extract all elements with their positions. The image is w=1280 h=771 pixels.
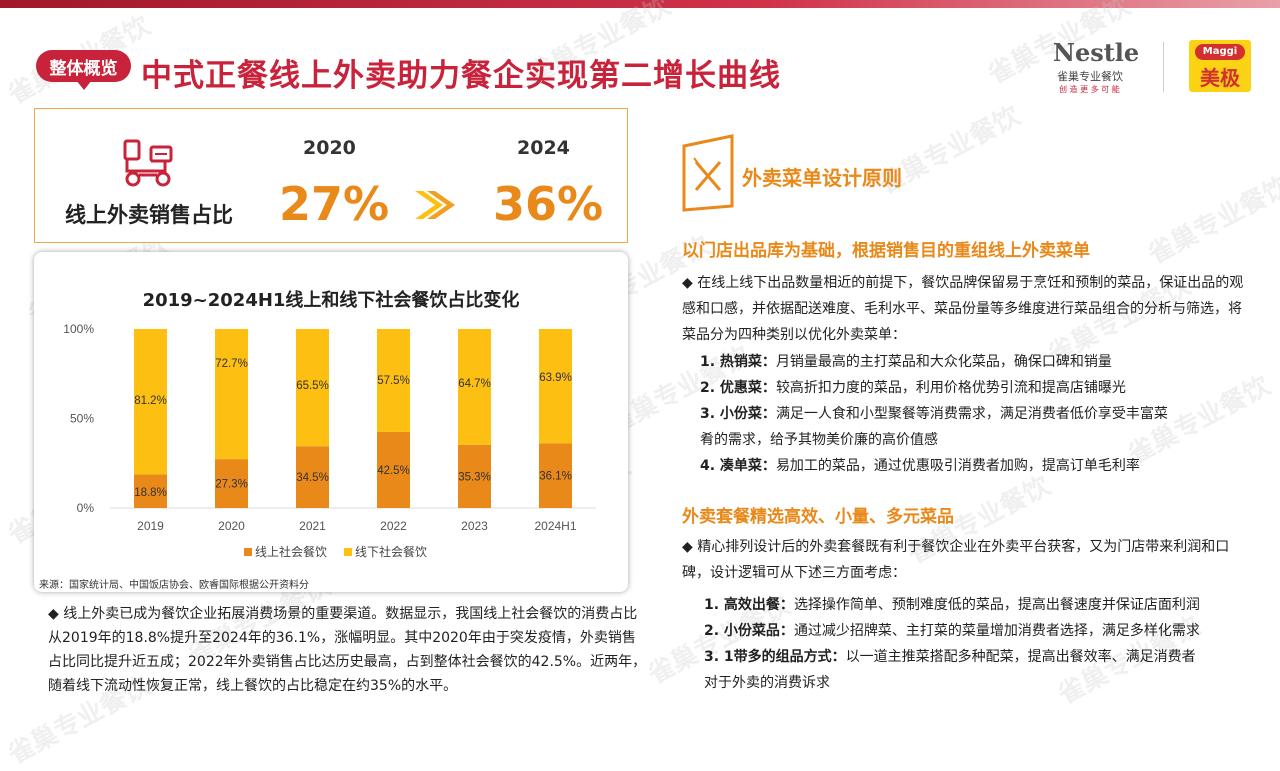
block1-item-1-num: 1. 热销菜： [700, 354, 776, 370]
block1-item-4: 4. 凑单菜：易加工的菜品，通过优惠吸引消费者加购，提高订单毛利率 [700, 453, 1140, 479]
block1-item-3-cont: 肴的需求，给予其物美价廉的高价值感 [700, 427, 938, 453]
block2-item-1-num: 1. 高效出餐： [704, 597, 794, 613]
block2-item-2-text: 通过减少招牌菜、主打菜的菜量增加消费者选择，满足多样化需求 [793, 623, 1200, 639]
x-tick-label: 2020 [218, 519, 245, 533]
left-summary-paragraph: ◆ 线上外卖已成为餐饮企业拓展消费场景的重要渠道。数据显示，我国线上社会餐饮的消… [48, 606, 647, 694]
stacked-bar-chart: 0% 50% 100% 18.8% 81.2% 2019 27.3% 72.7% 2020 34.… [63, 322, 596, 559]
block2-heading: 外卖套餐精选高效、小量、多元菜品 [682, 507, 954, 527]
block2-item-1: 1. 高效出餐：选择操作简单、预制难度低的菜品，提高出餐速度并保证店面利润 [704, 592, 1200, 618]
delivery-scooter-icon [123, 139, 173, 187]
x-tick-label: 2024H1 [534, 519, 576, 533]
logo-divider [1163, 42, 1164, 92]
online-share-stat-box: 线上外卖销售占比 2020 27% 2024 36% [34, 108, 628, 243]
x-tick-label: 2019 [137, 519, 164, 533]
y-tick-label: 100% [63, 322, 94, 336]
chart-title: 2019~2024H1线上和线下社会餐饮占比变化 [142, 290, 520, 311]
bar-online [215, 459, 248, 508]
stat-year-2020: 2020 [303, 137, 356, 159]
stat-value-2020: 27% [279, 177, 390, 231]
chart-card: 2019~2024H1线上和线下社会餐饮占比变化 0% 50% 100% 18.8% 8… [34, 252, 628, 592]
bar-online [539, 443, 572, 508]
nestle-logo-subtitle: 雀巢专业餐饮 [1057, 70, 1123, 83]
bar-offline [134, 329, 167, 475]
block1-item-1: 1. 热销菜：月销量最高的主打菜品和大众化菜品，确保口碑和销量 [700, 349, 1112, 375]
block1-item-4-num: 4. 凑单菜： [700, 458, 776, 474]
data-label: 81.2% [134, 395, 167, 407]
bar-online [458, 444, 491, 508]
y-tick-label: 0% [77, 501, 95, 515]
bar-online [134, 474, 167, 508]
data-label: 35.3% [458, 471, 491, 483]
data-label: 65.5% [296, 380, 329, 392]
block2-item-2-num: 2. 小份菜品： [704, 623, 794, 639]
block1-item-3: 3. 小份菜：满足一人食和小型聚餐等消费需求，满足消费者低价享受丰富菜 [700, 401, 1168, 427]
legend-swatch [244, 548, 252, 556]
data-label: 27.3% [215, 479, 248, 491]
block2-item-3-num: 3. 1带多的组品方式： [704, 649, 846, 665]
legend-label: 线下社会餐饮 [355, 544, 427, 559]
menu-card-icon [682, 134, 734, 212]
x-tick-label: 2022 [380, 519, 407, 533]
data-label: 36.1% [539, 471, 572, 483]
nestle-logo-slogan: 创 造 更 多 可 能 [1059, 85, 1120, 94]
section-badge-label: 整体概览 [49, 58, 118, 79]
double-arrow-icon [415, 191, 455, 219]
maggi-logo-name: 美极 [1200, 66, 1240, 90]
block1-item-2-num: 2. 优惠菜： [700, 380, 776, 396]
legend-swatch [344, 548, 352, 556]
maggi-logo: Maggi 美极 [1189, 40, 1251, 92]
block2-item-1-text: 选择操作简单、预制难度低的菜品，提高出餐速度并保证店面利润 [793, 597, 1200, 613]
data-label: 42.5% [377, 465, 410, 477]
bar-offline [377, 329, 410, 432]
block2-item-3-cont: 对于外卖的消费诉求 [704, 670, 830, 696]
watermark-text: 雀巢专业餐饮 [1143, 170, 1280, 271]
stat-label: 线上外卖销售占比 [65, 203, 233, 227]
block2-intro: ◆ 精心排列设计后的外卖套餐既有利于餐饮企业在外卖平台获客，又为门店带来利润和口… [682, 539, 1230, 581]
data-label: 18.8% [134, 487, 167, 499]
bar-offline [458, 329, 491, 445]
block1-item-3-cont-text: 肴的需求，给予其物美价廉的高价值感 [700, 432, 938, 448]
data-label: 64.7% [458, 378, 491, 390]
block2-item-3-cont-text: 对于外卖的消费诉求 [704, 675, 830, 691]
chart-source: 来源：国家统计局、中国饭店协会、欧睿国际根据公开资料分 [39, 580, 309, 591]
block2-item-3-text: 以一道主推菜搭配多种配菜，提高出餐效率、满足消费者 [845, 649, 1196, 665]
block1-item-2: 2. 优惠菜：较高折扣力度的菜品，利用价格优势引流和提高店铺曝光 [700, 375, 1126, 401]
block2-item-2: 2. 小份菜品：通过减少招牌菜、主打菜的菜量增加消费者选择，满足多样化需求 [704, 618, 1200, 644]
data-label: 72.7% [215, 358, 248, 370]
nestle-logo: Nestle [1053, 38, 1140, 67]
bar-online [296, 446, 329, 508]
brand-logos: Nestle 雀巢专业餐饮 创 造 更 多 可 能 Maggi 美极 [1045, 34, 1265, 98]
block1-item-4-text: 易加工的菜品，通过优惠吸引消费者加购，提高订单毛利率 [775, 458, 1140, 474]
x-tick-label: 2023 [461, 519, 488, 533]
section-badge: 整体概览 [36, 50, 131, 90]
block2-item-3: 3. 1带多的组品方式：以一道主推菜搭配多种配菜，提高出餐效率、满足消费者 [704, 644, 1196, 670]
legend-label: 线上社会餐饮 [255, 544, 327, 559]
page-title: 中式正餐线上外卖助力餐企实现第二增长曲线 [141, 58, 781, 94]
bar-offline [539, 329, 572, 444]
block1-heading: 以门店出品库为基础，根据销售目的重组线上外卖菜单 [682, 241, 1090, 261]
section-title-menu-principles: 外卖菜单设计原则 [742, 166, 902, 190]
stat-value-2024: 36% [493, 177, 604, 231]
stat-year-2024: 2024 [517, 137, 570, 159]
maggi-logo-top: Maggi [1195, 44, 1245, 60]
bar-offline [296, 329, 329, 447]
bar-offline [215, 329, 248, 460]
bar-online [377, 431, 410, 508]
block1-item-2-text: 较高折扣力度的菜品，利用价格优势引流和提高店铺曝光 [775, 380, 1126, 396]
block1-item-3-num: 3. 小份菜： [700, 406, 776, 422]
x-tick-label: 2021 [299, 519, 326, 533]
data-label: 63.9% [539, 372, 572, 384]
y-tick-label: 50% [70, 412, 94, 426]
data-label: 34.5% [296, 472, 329, 484]
block1-item-3-text: 满足一人食和小型聚餐等消费需求，满足消费者低价享受丰富菜 [775, 406, 1168, 422]
block1-intro: ◆ 在线上线下出品数量相近的前提下，餐饮品牌保留易于烹饪和预制的菜品，保证出品的… [682, 275, 1244, 343]
block1-item-1-text: 月销量最高的主打菜品和大众化菜品，确保口碑和销量 [775, 354, 1112, 370]
top-accent-bar [0, 0, 1280, 8]
data-label: 57.5% [377, 375, 410, 387]
